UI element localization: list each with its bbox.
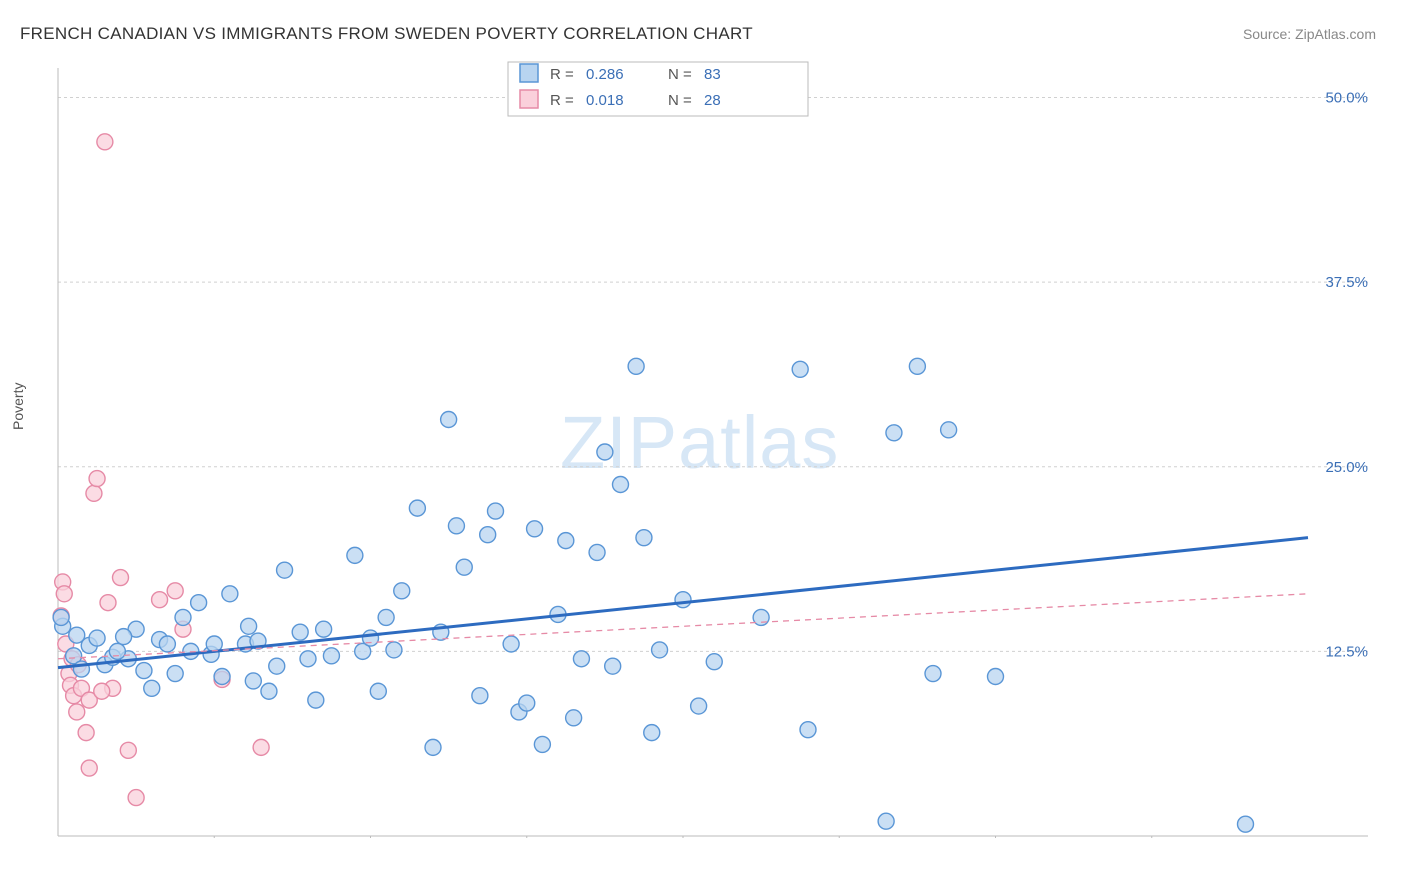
data-point: [909, 358, 925, 374]
legend-swatch: [520, 90, 538, 108]
data-point: [488, 503, 504, 519]
data-point: [253, 739, 269, 755]
legend-r-value: 0.286: [586, 66, 624, 83]
data-point: [175, 609, 191, 625]
data-point: [527, 521, 543, 537]
data-point: [97, 134, 113, 150]
scatter-plot: 12.5%25.0%37.5%50.0%0.0%80.0%R =0.286N =…: [48, 58, 1378, 838]
y-tick-label: 25.0%: [1325, 459, 1368, 476]
y-tick-label: 50.0%: [1325, 90, 1368, 107]
legend-swatch: [520, 64, 538, 82]
data-point: [566, 710, 582, 726]
data-point: [152, 592, 168, 608]
data-point: [613, 476, 629, 492]
data-point: [245, 673, 261, 689]
data-point: [652, 642, 668, 658]
data-point: [441, 412, 457, 428]
data-point: [269, 658, 285, 674]
data-point: [589, 544, 605, 560]
data-point: [558, 533, 574, 549]
data-point: [316, 621, 332, 637]
data-point: [167, 583, 183, 599]
data-point: [116, 629, 132, 645]
data-point: [800, 722, 816, 738]
data-point: [448, 518, 464, 534]
data-point: [394, 583, 410, 599]
data-point: [573, 651, 589, 667]
trend-line: [58, 538, 1308, 668]
y-axis-label: Poverty: [10, 383, 26, 430]
data-point: [109, 643, 125, 659]
data-point: [691, 698, 707, 714]
data-point: [128, 790, 144, 806]
chart-source: Source: ZipAtlas.com: [1243, 26, 1376, 42]
chart-title: FRENCH CANADIAN VS IMMIGRANTS FROM SWEDE…: [20, 24, 753, 44]
legend-n-value: 83: [704, 66, 721, 83]
data-point: [89, 471, 105, 487]
data-point: [605, 658, 621, 674]
data-point: [144, 680, 160, 696]
data-point: [191, 595, 207, 611]
data-point: [86, 485, 102, 501]
data-point: [81, 760, 97, 776]
data-point: [534, 736, 550, 752]
y-tick-label: 12.5%: [1325, 643, 1368, 660]
data-point: [409, 500, 425, 516]
data-point: [113, 570, 129, 586]
legend-n-label: N =: [668, 66, 692, 83]
data-point: [988, 668, 1004, 684]
data-point: [503, 636, 519, 652]
data-point: [941, 422, 957, 438]
data-point: [425, 739, 441, 755]
data-point: [323, 648, 339, 664]
y-tick-label: 37.5%: [1325, 274, 1368, 291]
data-point: [167, 666, 183, 682]
data-point: [100, 595, 116, 611]
data-point: [222, 586, 238, 602]
data-point: [89, 630, 105, 646]
data-point: [69, 704, 85, 720]
data-point: [53, 609, 69, 625]
data-point: [56, 586, 72, 602]
legend-n-label: N =: [668, 92, 692, 109]
data-point: [78, 725, 94, 741]
data-point: [378, 609, 394, 625]
data-point: [886, 425, 902, 441]
data-point: [94, 683, 110, 699]
legend-n-value: 28: [704, 92, 721, 109]
data-point: [628, 358, 644, 374]
data-point: [675, 592, 691, 608]
data-point: [519, 695, 535, 711]
data-point: [261, 683, 277, 699]
data-point: [292, 624, 308, 640]
data-point: [370, 683, 386, 699]
data-point: [1238, 816, 1254, 832]
data-point: [308, 692, 324, 708]
data-point: [792, 361, 808, 377]
data-point: [644, 725, 660, 741]
data-point: [480, 527, 496, 543]
data-point: [241, 618, 257, 634]
legend-r-label: R =: [550, 92, 574, 109]
data-point: [597, 444, 613, 460]
data-point: [214, 668, 230, 684]
data-point: [386, 642, 402, 658]
data-point: [878, 813, 894, 829]
legend-r-value: 0.018: [586, 92, 624, 109]
data-point: [706, 654, 722, 670]
data-point: [120, 742, 136, 758]
legend-r-label: R =: [550, 66, 574, 83]
data-point: [69, 627, 85, 643]
data-point: [363, 630, 379, 646]
data-point: [136, 663, 152, 679]
data-point: [456, 559, 472, 575]
data-point: [472, 688, 488, 704]
data-point: [347, 547, 363, 563]
data-point: [159, 636, 175, 652]
data-point: [300, 651, 316, 667]
data-point: [925, 666, 941, 682]
data-point: [636, 530, 652, 546]
data-point: [277, 562, 293, 578]
